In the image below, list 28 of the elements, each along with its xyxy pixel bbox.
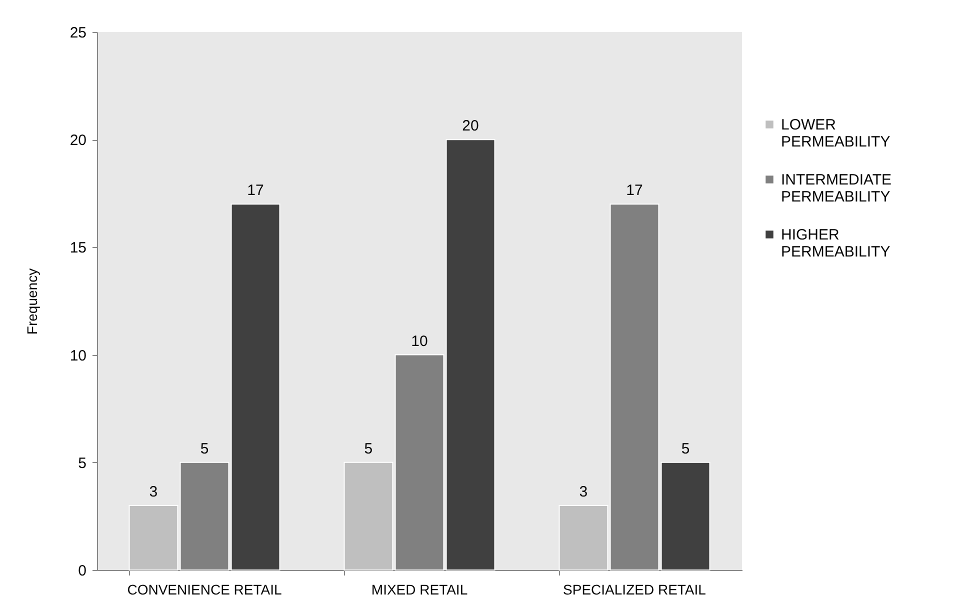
data-label: 5: [681, 440, 690, 458]
x-tick-label: MIXED RETAIL: [371, 582, 468, 598]
x-tick-label: SPECIALIZED RETAIL: [563, 582, 706, 598]
data-label: 17: [247, 182, 264, 200]
bar: [230, 204, 280, 570]
y-tick-label: 20: [70, 132, 86, 150]
data-label: 3: [149, 483, 158, 500]
y-tick-label: 25: [70, 24, 86, 42]
y-tick-label: 10: [70, 347, 86, 364]
x-tick-label: CONVENIENCE RETAIL: [127, 582, 282, 598]
bar: [128, 504, 178, 570]
legend-label: HIGHER PERMEABILITY: [781, 226, 890, 260]
data-label: 20: [462, 118, 479, 135]
y-tick-label: 0: [78, 562, 86, 580]
legend-label: LOWER PERMEABILITY: [781, 116, 890, 150]
data-label: 5: [200, 440, 209, 458]
y-axis-title: Frequency: [24, 268, 40, 335]
bar: [344, 462, 394, 570]
bar: [558, 504, 608, 570]
bar: [446, 139, 496, 570]
y-tick-label: 15: [70, 240, 86, 257]
data-label: 17: [626, 182, 643, 200]
data-label: 5: [364, 440, 373, 458]
data-label: 10: [411, 332, 428, 350]
legend-label: INTERMEDIATE PERMEABILITY: [781, 172, 892, 206]
bar: [660, 462, 710, 570]
y-tick-label: 5: [78, 454, 86, 472]
data-label: 3: [579, 483, 588, 500]
